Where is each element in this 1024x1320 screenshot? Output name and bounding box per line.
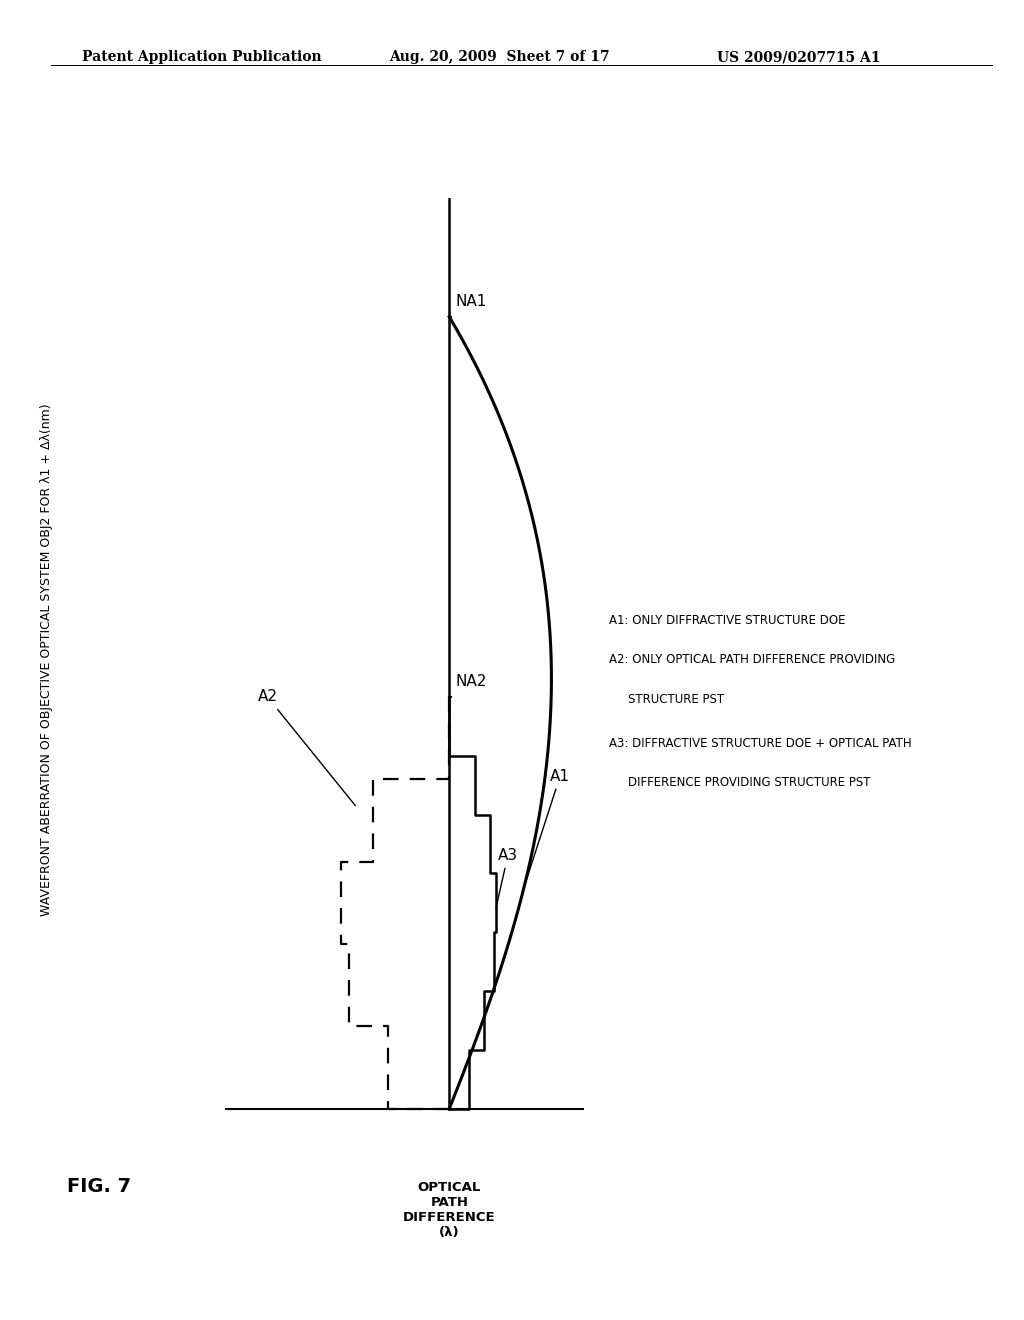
Text: A1: ONLY DIFFRACTIVE STRUCTURE DOE: A1: ONLY DIFFRACTIVE STRUCTURE DOE (609, 614, 846, 627)
Text: FIG. 7: FIG. 7 (67, 1177, 131, 1196)
Text: A2: ONLY OPTICAL PATH DIFFERENCE PROVIDING: A2: ONLY OPTICAL PATH DIFFERENCE PROVIDI… (609, 653, 896, 667)
Text: WAVEFRONT ABERRATION OF OBJECTIVE OPTICAL SYSTEM OBJ2 FOR λ1 + Δλ(nm): WAVEFRONT ABERRATION OF OBJECTIVE OPTICA… (40, 404, 52, 916)
Text: NA2: NA2 (456, 675, 486, 689)
Text: A3: A3 (496, 847, 518, 908)
Text: US 2009/0207715 A1: US 2009/0207715 A1 (717, 50, 881, 65)
Text: DIFFERENCE PROVIDING STRUCTURE PST: DIFFERENCE PROVIDING STRUCTURE PST (628, 776, 870, 789)
Text: STRUCTURE PST: STRUCTURE PST (628, 693, 724, 706)
Text: A1: A1 (525, 768, 570, 884)
Text: A3: DIFFRACTIVE STRUCTURE DOE + OPTICAL PATH: A3: DIFFRACTIVE STRUCTURE DOE + OPTICAL … (609, 737, 912, 750)
Text: Aug. 20, 2009  Sheet 7 of 17: Aug. 20, 2009 Sheet 7 of 17 (389, 50, 609, 65)
Text: OPTICAL
PATH
DIFFERENCE
(λ): OPTICAL PATH DIFFERENCE (λ) (403, 1181, 496, 1239)
Text: NA1: NA1 (456, 294, 486, 309)
Text: Patent Application Publication: Patent Application Publication (82, 50, 322, 65)
Text: A2: A2 (258, 689, 355, 805)
